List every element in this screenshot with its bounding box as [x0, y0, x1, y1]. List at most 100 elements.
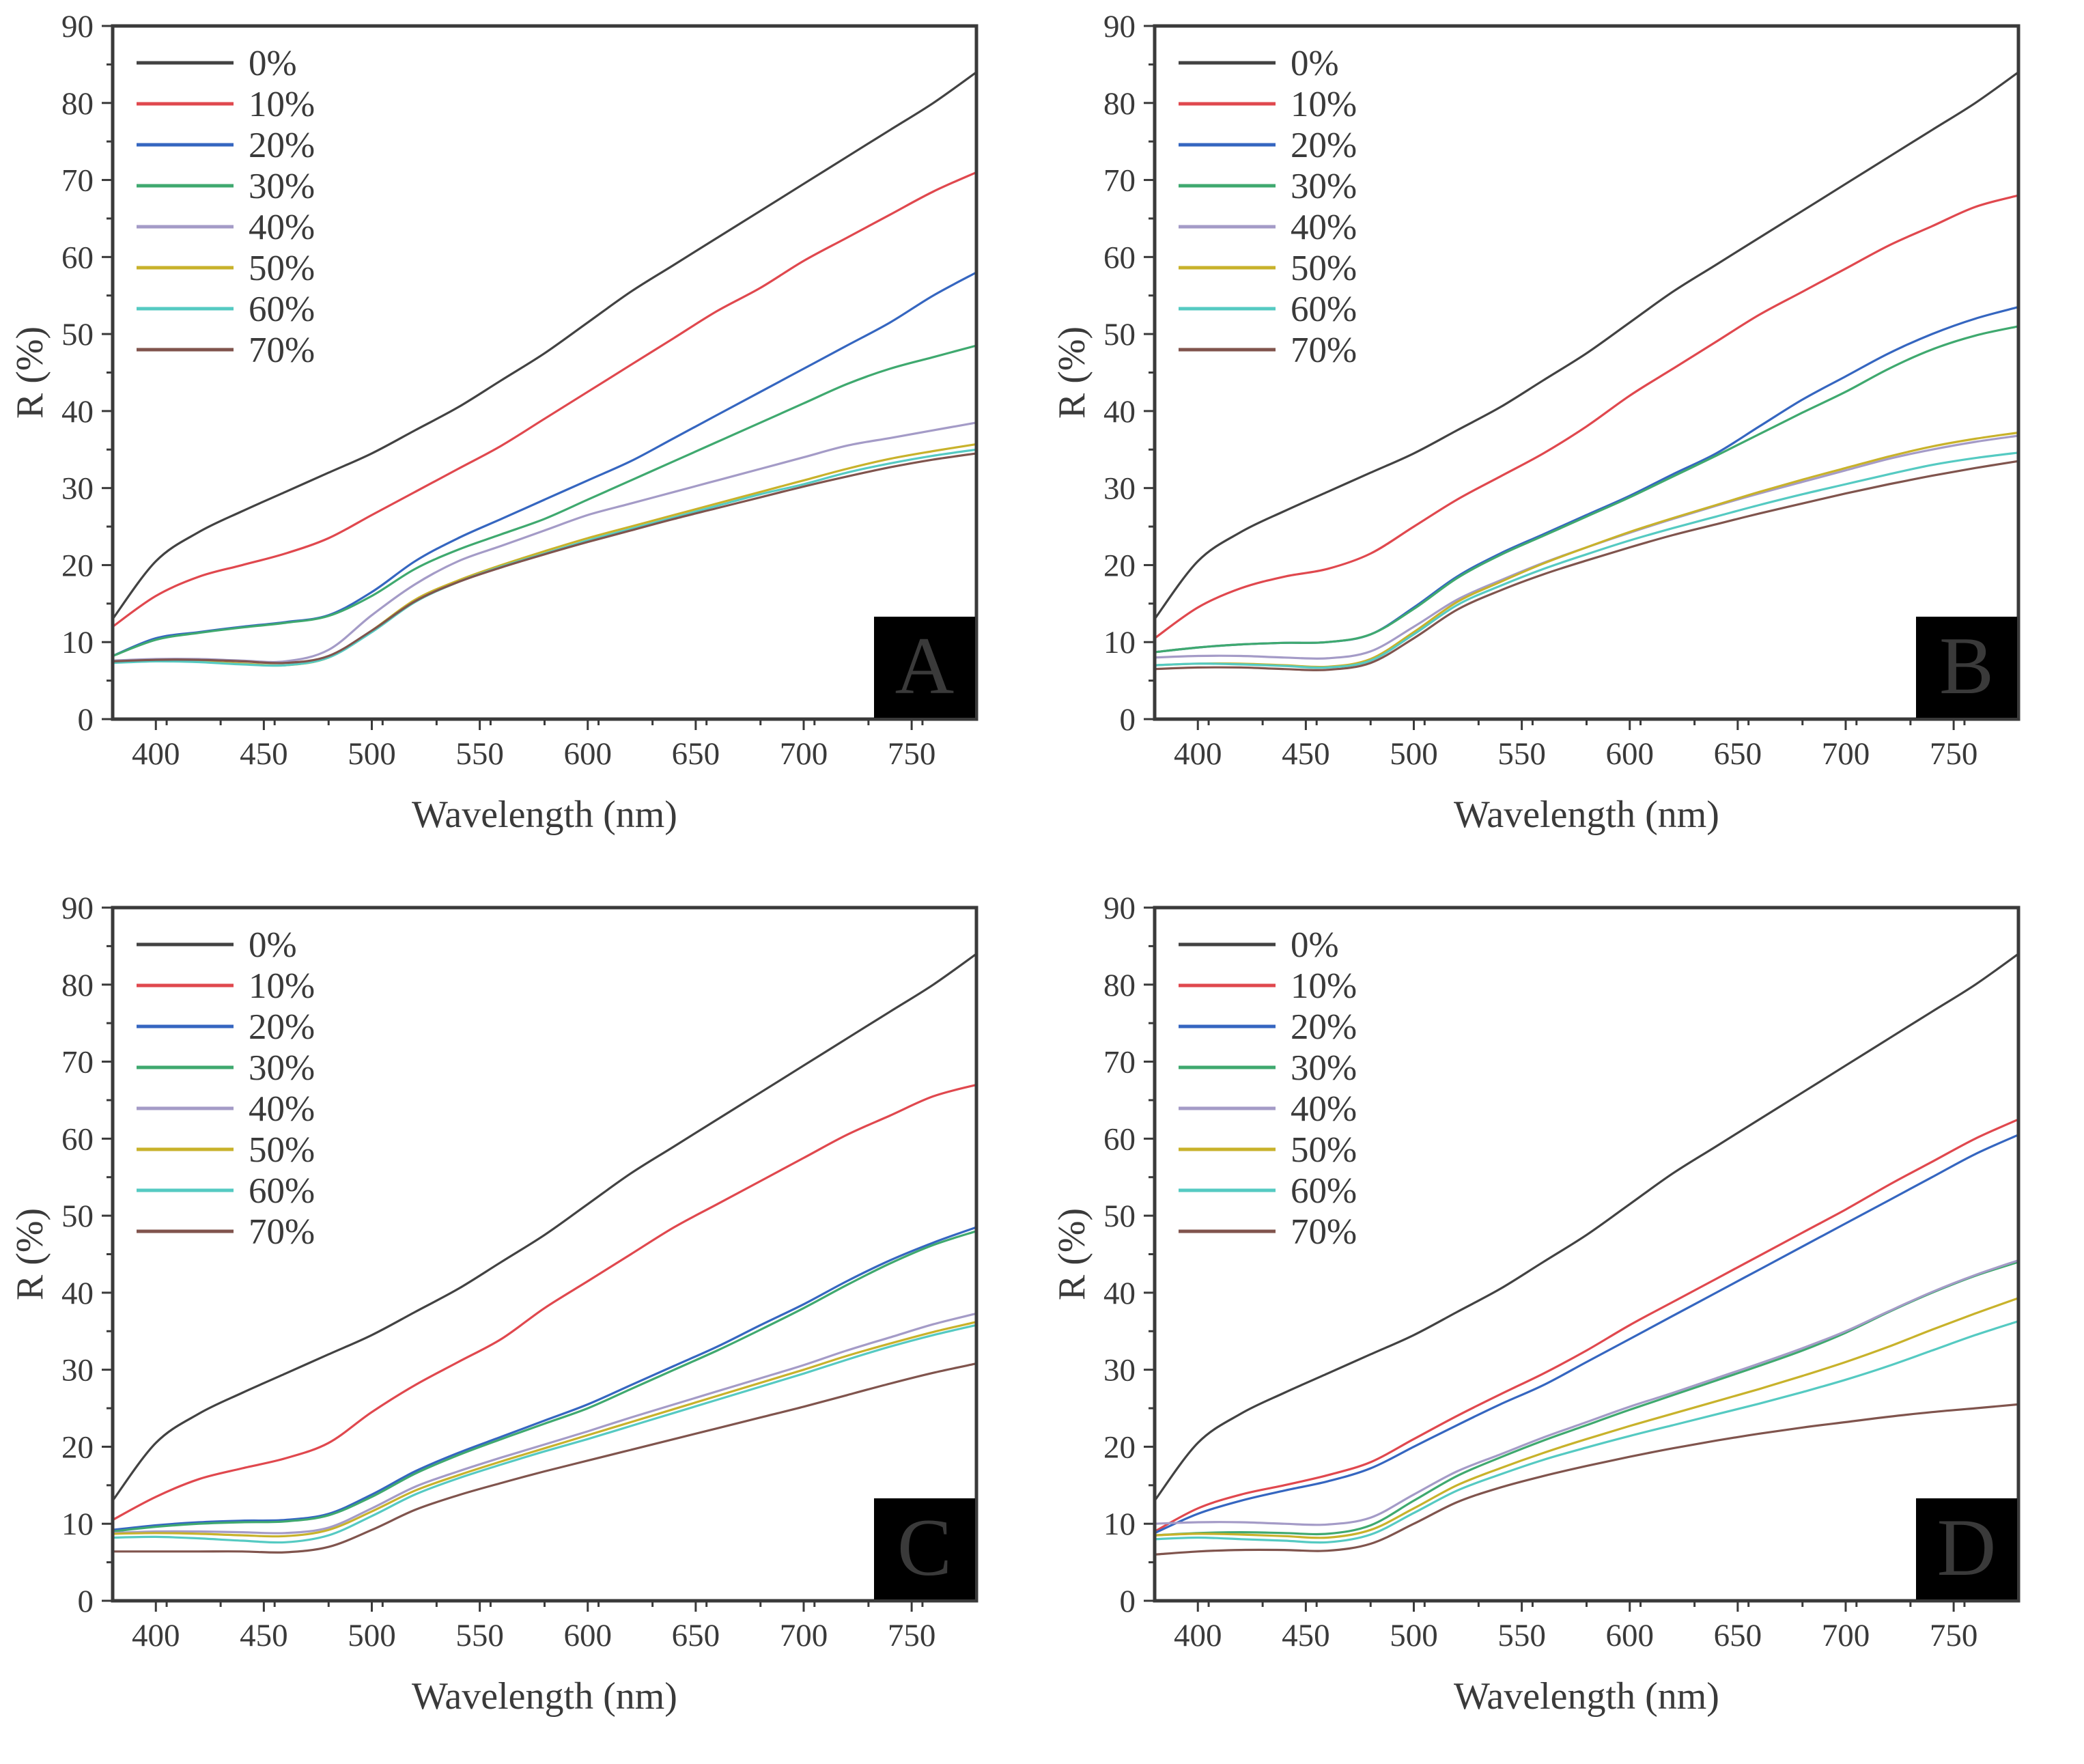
- y-tick-label: 20: [1103, 1429, 1136, 1465]
- curve-A-30%: [111, 344, 978, 658]
- legend-label-60%: 60%: [1291, 290, 1357, 329]
- y-axis-title-C: R (%): [9, 1208, 51, 1300]
- legend-item-60%: 60%: [1179, 290, 1357, 329]
- ticks-A: [102, 25, 924, 730]
- x-tick-labels-B: 400 450 500 550 600 650 700 750: [1174, 736, 1977, 772]
- panel-B: 400 450 500 550 600 650 700 750 0 10 20 30 40 50 60 70 8…: [1042, 0, 2084, 882]
- legend-item-30%: 30%: [1179, 167, 1357, 206]
- legend-item-0%: 0%: [137, 925, 297, 965]
- legend-label-70%: 70%: [1291, 1212, 1357, 1252]
- legend-item-30%: 30%: [1179, 1048, 1357, 1088]
- legend-label-20%: 20%: [249, 1007, 315, 1047]
- panel-label-C: C: [897, 1502, 952, 1593]
- curve-A-20%: [111, 271, 978, 658]
- y-tick-label: 80: [61, 968, 94, 1003]
- plot-frame-D: [1153, 906, 2020, 1603]
- legend-item-40%: 40%: [137, 208, 315, 247]
- legend-label-10%: 10%: [249, 85, 315, 124]
- x-tick-label: 400: [132, 1618, 180, 1653]
- panel-C: 400 450 500 550 600 650 700 750 0 10 20 30 40 50 60 70 8…: [0, 882, 1042, 1763]
- y-tick-label: 0: [78, 702, 94, 738]
- y-tick-label: 50: [1103, 1199, 1136, 1234]
- legend-label-30%: 30%: [249, 167, 315, 206]
- curve-C-40%: [111, 1312, 978, 1535]
- panel-label-B: B: [1939, 620, 1994, 711]
- legend-A: 0%10%20%30%40%50%60%70%: [137, 44, 315, 370]
- y-tick-labels-D: 0 10 20 30 40 50 60 70 80 90: [1103, 891, 1136, 1619]
- legend-item-20%: 20%: [1179, 126, 1357, 165]
- legend-item-20%: 20%: [137, 1007, 315, 1047]
- x-tick-label: 500: [348, 1618, 396, 1653]
- x-tick-label: 750: [888, 1618, 936, 1653]
- legend-item-70%: 70%: [1179, 1212, 1357, 1252]
- y-axis-title-D: R (%): [1051, 1208, 1093, 1300]
- curve-A-70%: [111, 452, 978, 664]
- legend-item-50%: 50%: [1179, 1130, 1357, 1170]
- legend-item-0%: 0%: [1179, 925, 1339, 965]
- y-tick-label: 50: [1103, 317, 1136, 352]
- y-tick-label: 70: [61, 163, 94, 199]
- curves-B: [1153, 71, 2020, 671]
- panel-A: 400 450 500 550 600 650 700 750 0 10 20 30 40 50 60 70 8…: [0, 0, 1042, 882]
- x-tick-label: 700: [780, 736, 828, 772]
- y-tick-label: 50: [61, 317, 94, 352]
- x-tick-label: 650: [672, 736, 720, 772]
- curve-C-30%: [111, 1230, 978, 1533]
- panel-label-box-C: [874, 1498, 975, 1599]
- legend-item-40%: 40%: [1179, 1089, 1357, 1129]
- legend-item-70%: 70%: [137, 331, 315, 370]
- y-tick-labels-A: 0 10 20 30 40 50 60 70 80 90: [61, 9, 94, 738]
- curve-C-20%: [111, 1226, 978, 1531]
- curve-D-0%: [1153, 953, 2020, 1502]
- x-tick-label: 450: [240, 1618, 288, 1653]
- x-tick-label: 400: [132, 736, 180, 772]
- x-tick-labels-C: 400 450 500 550 600 650 700 750: [132, 1618, 935, 1653]
- panel-label-box-A: [874, 617, 975, 718]
- x-tick-label: 500: [1390, 1618, 1438, 1653]
- y-tick-label: 40: [1103, 394, 1136, 430]
- x-tick-label: 400: [1174, 1618, 1222, 1653]
- legend-label-40%: 40%: [1291, 208, 1357, 247]
- y-tick-label: 40: [61, 394, 94, 430]
- legend-label-50%: 50%: [249, 249, 315, 288]
- y-tick-label: 50: [61, 1199, 94, 1234]
- curve-A-10%: [111, 171, 978, 628]
- curve-D-50%: [1153, 1297, 2020, 1539]
- chart-D: 400 450 500 550 600 650 700 750 0 10 20 30 40 50 60 70 8…: [1051, 891, 2020, 1718]
- legend-label-10%: 10%: [249, 966, 315, 1006]
- x-axis-title-C: Wavelength (nm): [412, 1675, 677, 1718]
- y-tick-label: 60: [1103, 240, 1136, 275]
- x-tick-labels-D: 400 450 500 550 600 650 700 750: [1174, 1618, 1977, 1653]
- x-tick-label: 550: [455, 1618, 504, 1653]
- x-tick-label: 550: [1497, 1618, 1546, 1653]
- legend-D: 0%10%20%30%40%50%60%70%: [1179, 925, 1357, 1252]
- curve-B-30%: [1153, 325, 2020, 654]
- legend-item-30%: 30%: [137, 167, 315, 206]
- y-tick-label: 20: [61, 1429, 94, 1465]
- y-tick-label: 30: [61, 1353, 94, 1388]
- y-axis-title-B: R (%): [1051, 326, 1093, 419]
- legend-item-70%: 70%: [1179, 331, 1357, 370]
- legend-item-10%: 10%: [1179, 966, 1357, 1006]
- x-tick-label: 600: [564, 736, 612, 772]
- x-tick-label: 450: [1282, 1618, 1330, 1653]
- curves-A: [111, 71, 978, 667]
- curve-B-20%: [1153, 306, 2020, 654]
- curve-C-0%: [111, 953, 978, 1502]
- curve-C-50%: [111, 1321, 978, 1538]
- legend-item-0%: 0%: [1179, 44, 1339, 83]
- y-axis-title-A: R (%): [9, 326, 51, 419]
- legend-label-50%: 50%: [249, 1130, 315, 1170]
- x-tick-label: 650: [672, 1618, 720, 1653]
- y-tick-label: 20: [61, 548, 94, 583]
- chart-B: 400 450 500 550 600 650 700 750 0 10 20 30 40 50 60 70 8…: [1051, 9, 2020, 836]
- legend-label-0%: 0%: [1291, 925, 1339, 965]
- x-tick-labels-A: 400 450 500 550 600 650 700 750: [132, 736, 935, 772]
- legend-B: 0%10%20%30%40%50%60%70%: [1179, 44, 1357, 370]
- y-tick-label: 60: [1103, 1121, 1136, 1157]
- curve-C-60%: [111, 1324, 978, 1544]
- legend-item-60%: 60%: [137, 290, 315, 329]
- y-tick-label: 90: [61, 891, 94, 926]
- y-tick-labels-C: 0 10 20 30 40 50 60 70 80 90: [61, 891, 94, 1619]
- curves-C: [111, 953, 978, 1554]
